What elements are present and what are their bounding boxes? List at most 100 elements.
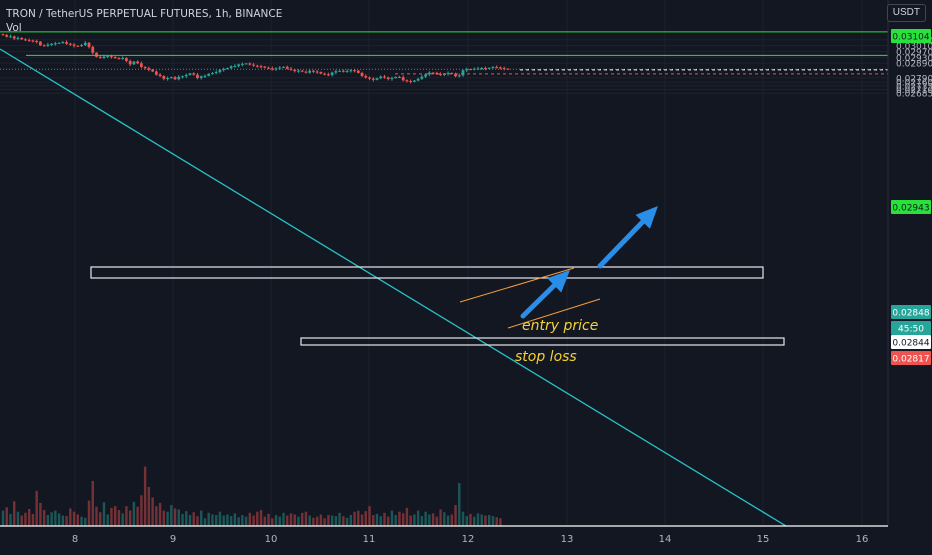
candle-body — [353, 70, 356, 72]
volume-bar — [256, 511, 259, 526]
candle-body — [31, 40, 35, 42]
volume-bar — [372, 515, 375, 526]
candle-body — [401, 77, 405, 81]
time-axis-tick: 12 — [462, 534, 475, 545]
price-label-stop: 0.02817 — [891, 351, 931, 365]
candle-body — [454, 73, 457, 77]
volume-bar — [439, 509, 442, 526]
entry-price-annotation: entry price — [522, 318, 598, 334]
volume-bar — [121, 513, 124, 526]
volume-bar — [203, 518, 207, 526]
candle-body — [233, 65, 237, 67]
volume-bar — [252, 515, 255, 526]
candle-body — [319, 72, 323, 74]
time-axis-tick: 16 — [856, 534, 869, 545]
volume-bar — [237, 517, 240, 526]
candle-body — [263, 66, 267, 68]
price-label-box — [891, 335, 931, 349]
volume-bar — [211, 514, 214, 526]
candle-body — [203, 75, 207, 77]
candle-body — [334, 71, 338, 73]
candle-body — [487, 67, 491, 69]
volume-bar — [106, 514, 109, 526]
volume-bar — [424, 511, 427, 526]
candle-body — [211, 73, 214, 75]
candle-body — [151, 69, 154, 72]
candle-body — [27, 40, 31, 42]
channel-line-upper — [459, 267, 575, 303]
candle-body — [147, 68, 151, 70]
candle-body — [259, 66, 263, 68]
volume-bar — [312, 517, 315, 526]
volume-bar — [99, 512, 102, 526]
candle-body — [308, 70, 312, 73]
price-axis-tick: 0.02930 — [896, 54, 932, 64]
volume-bar — [274, 515, 278, 526]
volume-bar — [446, 515, 450, 526]
candle-body — [413, 80, 416, 82]
volume-bar — [61, 515, 65, 526]
candle-body — [304, 71, 308, 73]
candle-body — [345, 71, 349, 73]
channel-line-lower — [507, 298, 601, 329]
price-axis-tick: 0.03010 — [896, 42, 932, 52]
candle-body — [125, 58, 128, 61]
arrow-head — [547, 270, 570, 293]
volume-bar — [5, 507, 8, 526]
volume-bar — [1, 510, 5, 526]
candle-body — [154, 71, 158, 75]
candle-body — [375, 78, 379, 80]
candle-body — [121, 58, 125, 60]
volume-bar — [259, 510, 263, 526]
support-zone — [300, 337, 785, 346]
price-label-target: 0.02943 — [891, 200, 931, 214]
price-label-text: 0.02848 — [892, 309, 929, 319]
candle-body — [87, 42, 91, 47]
volume-bar — [196, 516, 199, 526]
price-axis-tick: 0.02890 — [896, 60, 932, 70]
volume-bar — [91, 480, 94, 526]
volume-bar — [31, 513, 35, 526]
price-label-target: 0.03104 — [891, 29, 931, 43]
candle-body — [398, 76, 401, 78]
volume-bar — [465, 516, 468, 526]
candle-body — [248, 63, 252, 65]
candle-body — [431, 72, 435, 74]
volume-bar — [357, 510, 360, 526]
price-label-box — [891, 321, 931, 335]
candle-body — [368, 77, 371, 79]
candle-body — [136, 61, 140, 64]
time-axis-tick: 11 — [363, 534, 376, 545]
candle-body — [95, 52, 98, 57]
chart-title: TRON / TetherUS PERPETUAL FUTURES, 1h, B… — [6, 8, 283, 20]
volume-bar — [102, 502, 106, 526]
volume-bar — [315, 516, 319, 526]
candle-body — [42, 45, 46, 47]
volume-indicator-label[interactable]: Vol — [6, 22, 22, 34]
candle-body — [110, 56, 113, 58]
volume-bar — [428, 514, 431, 526]
volume-bar — [330, 515, 334, 526]
volume-bar — [435, 516, 439, 526]
currency-button[interactable]: USDT — [886, 4, 926, 22]
candle-body — [289, 68, 293, 70]
candle-body — [226, 68, 229, 70]
price-label-text: 0.02817 — [892, 355, 929, 365]
candle-body — [240, 63, 244, 65]
volume-bar — [289, 513, 293, 526]
price-label-box — [891, 29, 931, 43]
candle-body — [166, 78, 169, 80]
time-axis-tick: 9 — [170, 534, 176, 545]
candle-body — [442, 73, 446, 75]
volume-bar — [20, 515, 23, 526]
volume-bar — [16, 511, 20, 526]
volume-bar — [69, 508, 72, 526]
candle-body — [416, 78, 420, 81]
candle-body — [199, 76, 203, 79]
volume-bar — [188, 515, 192, 526]
volume-bar — [147, 486, 151, 526]
projection-arrow-second — [597, 206, 658, 269]
